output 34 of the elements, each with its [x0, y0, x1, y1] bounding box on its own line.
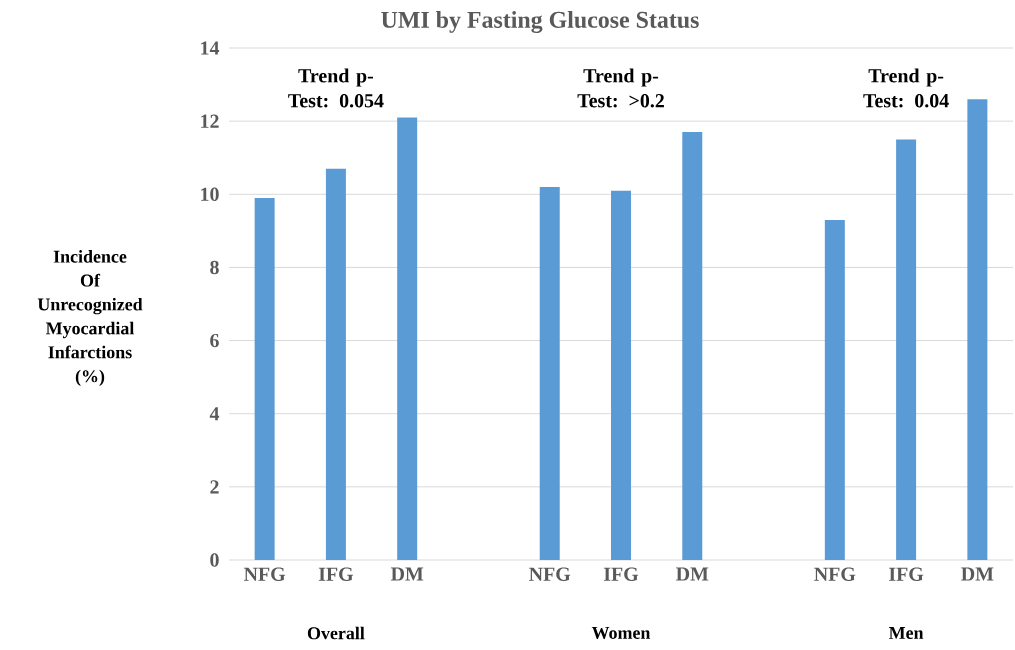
- chart-title: UMI by Fasting Glucose Status: [381, 11, 699, 33]
- text: Women: [591, 626, 651, 639]
- y-tick-label: 12: [201, 114, 219, 128]
- x-tick-label: DM: [676, 567, 709, 581]
- y-tick-label: 14: [201, 41, 220, 55]
- y-tick-label: 0: [210, 553, 219, 567]
- y-tick-label: 4: [209, 407, 220, 421]
- x-tick-label: NFG: [529, 567, 571, 581]
- bar: [254, 197, 275, 560]
- bar: [824, 219, 845, 560]
- annotation: Trend p-Test: >0.2: [577, 68, 664, 108]
- y-tick-label: 2: [210, 480, 219, 494]
- bar: [896, 139, 917, 560]
- x-tick-label: DM: [390, 567, 424, 581]
- annotation: Trend p-Test: 0.054: [288, 68, 384, 108]
- x-tick-label: IFG: [889, 567, 924, 581]
- x-tick-label: NFG: [814, 567, 856, 581]
- bar: [397, 117, 418, 560]
- y-axis-title: Incidence Of Unrecognized Myocardial Infarctions (%): [37, 250, 143, 386]
- y-tick-label: 6: [210, 333, 219, 348]
- x-tick-label: IFG: [603, 567, 639, 581]
- bar: [682, 132, 703, 560]
- text: Overall: [307, 626, 365, 640]
- x-tick-label: DM: [961, 567, 994, 581]
- y-tick-label: 8: [210, 260, 219, 275]
- bar: [539, 186, 560, 560]
- text: Men: [888, 627, 924, 639]
- y-tick-label: 10: [201, 187, 219, 201]
- annotation: Trend p-Test: 0.04: [863, 68, 949, 108]
- bar: [325, 168, 346, 560]
- bar: [611, 190, 632, 560]
- x-tick-label: IFG: [318, 567, 354, 581]
- bar: [967, 99, 988, 560]
- x-tick-label: NFG: [243, 567, 286, 581]
